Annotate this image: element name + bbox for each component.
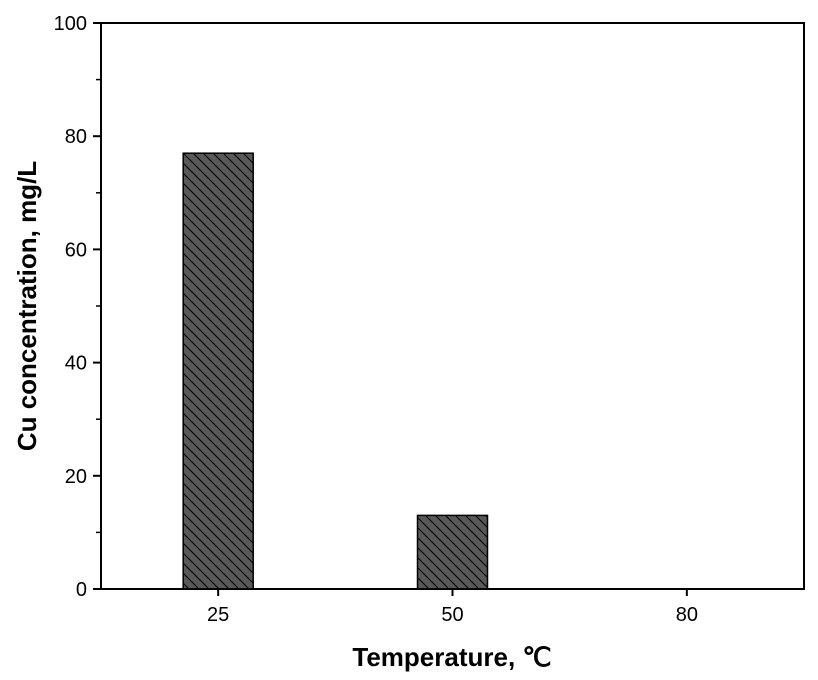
bars-group [182,152,489,590]
y-tick-label: 100 [54,13,87,35]
y-tick-label: 40 [65,353,87,375]
x-tick-label: 25 [207,604,229,626]
x-axis-title: Temperature, ℃ [352,642,551,672]
y-axis-title: Cu concentration, mg/L [12,161,42,451]
plot-area-frame [100,22,805,590]
x-tick-label: 80 [676,604,698,626]
y-tick-label: 80 [65,126,87,148]
y-tick-label: 20 [65,466,87,488]
y-tick-label: 0 [76,579,87,601]
y-tick-label: 60 [65,239,87,261]
bar-50 [416,514,489,590]
x-tick-label: 50 [441,604,463,626]
y-ticks-group: 0 20 40 60 80 100 [54,13,101,601]
x-ticks-group: 25 50 80 [207,589,698,626]
bar-25 [182,152,254,590]
